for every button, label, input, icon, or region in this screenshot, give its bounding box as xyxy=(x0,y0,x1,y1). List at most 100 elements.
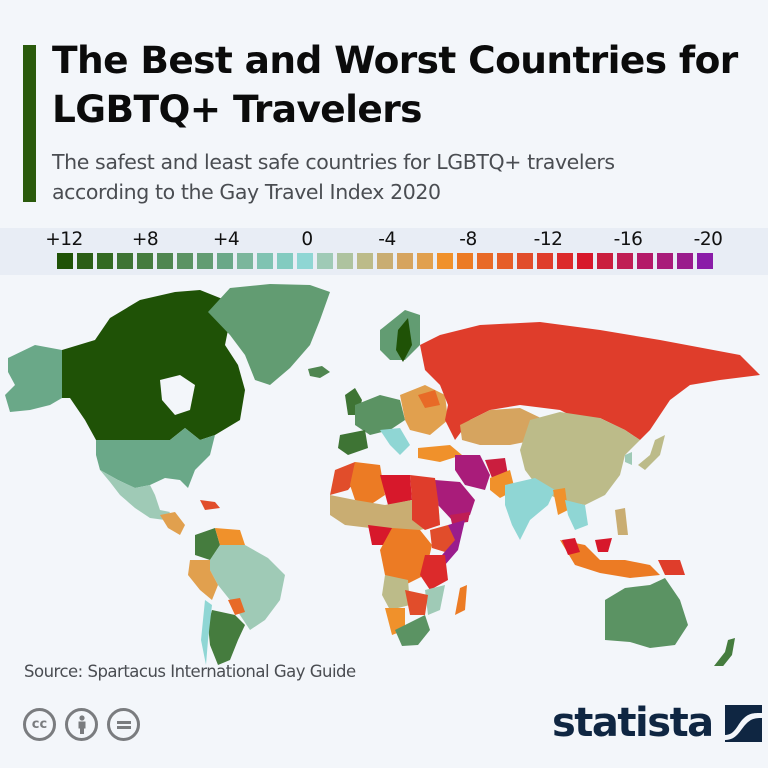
region-east-africa xyxy=(420,555,448,590)
no-derivatives-icon[interactable] xyxy=(107,708,140,741)
legend-swatch xyxy=(497,253,513,269)
legend-swatch xyxy=(217,253,233,269)
attribution-icon[interactable] xyxy=(65,708,98,741)
region-eastern-europe xyxy=(400,385,448,435)
title-accent-bar xyxy=(23,45,36,202)
legend-swatch xyxy=(377,253,393,269)
legend-swatch xyxy=(617,253,633,269)
legend-swatch xyxy=(417,253,433,269)
legend-swatch xyxy=(57,253,73,269)
region-peru xyxy=(188,560,218,600)
region-colombia xyxy=(195,528,220,560)
statista-logo[interactable]: statista xyxy=(552,703,762,743)
legend-swatch xyxy=(237,253,253,269)
region-mozambique xyxy=(425,585,445,615)
region-central-america xyxy=(160,512,185,535)
legend-swatch xyxy=(637,253,653,269)
legend-swatch xyxy=(457,253,473,269)
legend-swatch xyxy=(477,253,493,269)
region-borneo-north xyxy=(595,538,612,552)
region-china-mongolia xyxy=(520,412,640,505)
legend-swatch xyxy=(197,253,213,269)
legend-swatch xyxy=(657,253,673,269)
legend-swatch xyxy=(137,253,153,269)
legend-swatch xyxy=(597,253,613,269)
region-yemen xyxy=(450,512,470,524)
region-belarus xyxy=(418,390,440,408)
region-sudan xyxy=(412,500,440,530)
legend-swatch xyxy=(697,253,713,269)
legend-swatch xyxy=(117,253,133,269)
region-philippines xyxy=(615,508,628,535)
region-central-africa xyxy=(380,528,432,585)
region-angola xyxy=(382,575,410,610)
region-south-africa xyxy=(395,615,430,646)
legend-color-scale xyxy=(57,253,713,269)
legend-swatch xyxy=(437,253,453,269)
region-iceland xyxy=(308,366,330,378)
world-map xyxy=(5,284,760,666)
region-argentina xyxy=(208,610,245,665)
region-sweden xyxy=(396,318,412,362)
legend-swatch xyxy=(317,253,333,269)
region-madagascar xyxy=(455,585,467,615)
legend-swatch xyxy=(537,253,553,269)
region-chile xyxy=(201,600,212,665)
region-turkey xyxy=(418,445,462,462)
region-papua-new-guinea xyxy=(658,560,685,575)
region-zambia-zimbabwe xyxy=(405,590,428,615)
region-hudson-bay xyxy=(160,375,195,415)
legend-swatch xyxy=(77,253,93,269)
region-iran xyxy=(455,455,490,490)
legend-tick-label: -12 xyxy=(533,229,563,250)
region-caribbean xyxy=(200,500,220,510)
region-southeast-asia xyxy=(565,500,588,530)
legend-swatch xyxy=(577,253,593,269)
cc-icon[interactable]: cc xyxy=(23,708,56,741)
chart-subtitle: The safest and least safe countries for … xyxy=(52,150,615,204)
region-india xyxy=(505,478,555,540)
legend-swatch xyxy=(277,253,293,269)
region-malaysia xyxy=(562,538,580,555)
legend-swatch xyxy=(397,253,413,269)
region-korea xyxy=(625,452,632,465)
region-greenland xyxy=(208,284,330,385)
region-japan xyxy=(638,435,665,470)
region-canada xyxy=(62,290,245,440)
legend-swatch xyxy=(257,253,273,269)
region-myanmar xyxy=(553,488,568,515)
region-somalia xyxy=(442,520,465,565)
region-usa xyxy=(96,428,215,488)
region-alaska xyxy=(5,345,62,412)
legend-swatch xyxy=(177,253,193,269)
legend-swatch xyxy=(517,253,533,269)
legend-tick-label: +4 xyxy=(212,229,240,250)
legend-tick-label: +12 xyxy=(45,229,83,250)
region-algeria xyxy=(350,462,385,505)
legend-swatch xyxy=(557,253,573,269)
statista-logo-icon xyxy=(724,704,762,742)
source-note: Source: Spartacus International Gay Guid… xyxy=(24,662,356,681)
statista-wordmark: statista xyxy=(552,700,714,746)
region-australia xyxy=(605,578,688,648)
region-spain xyxy=(338,430,368,455)
region-afghanistan xyxy=(485,458,508,478)
legend-swatch xyxy=(297,253,313,269)
legend-tick-label: 0 xyxy=(301,229,313,250)
region-indonesia xyxy=(560,540,660,578)
legend-swatch xyxy=(97,253,113,269)
region-italy-balkans xyxy=(380,428,410,455)
legend-tick-label: -8 xyxy=(459,229,477,250)
legend-tick-label: -4 xyxy=(378,229,396,250)
equals-glyph xyxy=(116,720,131,729)
legend-swatch xyxy=(677,253,693,269)
region-western-europe xyxy=(355,395,405,435)
region-libya xyxy=(380,475,412,505)
region-kazakhstan xyxy=(460,408,545,445)
person-glyph xyxy=(78,714,85,734)
legend-tick-label: +8 xyxy=(131,229,159,250)
legend-swatch xyxy=(357,253,373,269)
region-new-zealand xyxy=(714,638,735,666)
region-venezuela xyxy=(215,528,245,550)
legend-swatch xyxy=(157,253,173,269)
